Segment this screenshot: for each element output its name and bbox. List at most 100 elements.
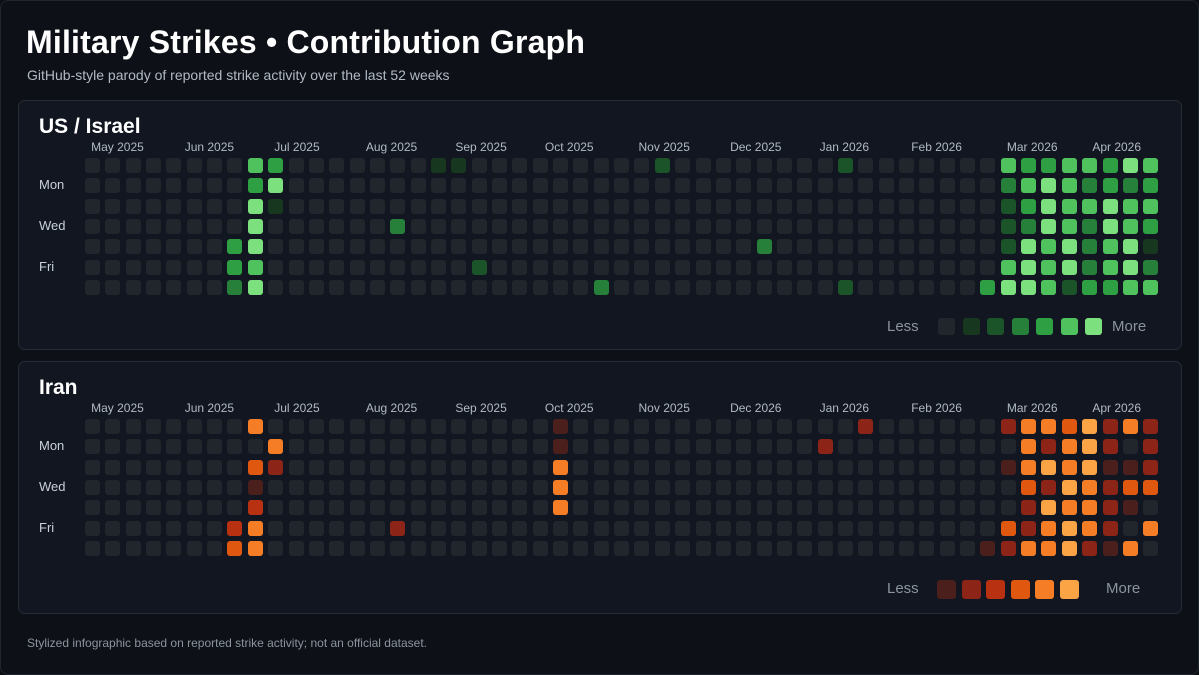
iran-heatmap-cell bbox=[186, 439, 202, 455]
us-israel-heatmap-cell bbox=[308, 178, 324, 194]
us-israel-heatmap-cell bbox=[207, 219, 223, 235]
us-israel-month-label: May 2025 bbox=[91, 140, 144, 154]
us-israel-month-label: Jul 2025 bbox=[274, 140, 320, 154]
iran-heatmap-cell bbox=[329, 480, 345, 496]
iran-heatmap-cell bbox=[573, 541, 589, 557]
us-israel-heatmap-cell bbox=[899, 198, 914, 214]
iran-heatmap-cell bbox=[817, 459, 833, 475]
iran-heatmap-cell bbox=[410, 419, 426, 434]
us-israel-heatmap-cell bbox=[288, 158, 304, 173]
iran-heatmap-cell bbox=[492, 541, 507, 557]
iran-heatmap-cell bbox=[1143, 439, 1159, 455]
iran-heatmap-cell bbox=[1000, 480, 1016, 496]
us-israel-heatmap-cell bbox=[797, 239, 813, 255]
iran-heatmap-cell bbox=[268, 419, 284, 434]
us-israel-heatmap-cell bbox=[105, 178, 121, 194]
us-israel-heatmap-cell bbox=[369, 219, 385, 235]
iran-heatmap-cell bbox=[85, 459, 100, 475]
us-israel-heatmap-cell bbox=[268, 280, 284, 296]
us-israel-heatmap-cell bbox=[85, 219, 100, 235]
us-israel-heatmap-cell bbox=[390, 280, 406, 296]
us-israel-heatmap-cell bbox=[715, 280, 731, 296]
us-israel-heatmap-cell bbox=[878, 198, 894, 214]
us-israel-heatmap-cell bbox=[858, 259, 874, 275]
iran-month-label: Jan 2026 bbox=[819, 401, 870, 415]
us-israel-heatmap-cell bbox=[186, 158, 202, 173]
us-israel-heatmap-cell bbox=[247, 280, 263, 296]
us-israel-heatmap-cell bbox=[1000, 259, 1016, 275]
us-israel-heatmap-cell bbox=[654, 239, 670, 255]
iran-month-label: Mar 2026 bbox=[1006, 401, 1058, 415]
us-israel-heatmap-cell bbox=[207, 178, 223, 194]
iran-heatmap-cell bbox=[1061, 459, 1077, 475]
iran-heatmap-cell bbox=[797, 480, 813, 496]
iran-heatmap-cell bbox=[614, 439, 630, 455]
iran-heatmap-cell bbox=[1102, 500, 1118, 516]
iran-heatmap-cell bbox=[227, 541, 243, 557]
iran-heatmap-cell bbox=[512, 520, 528, 536]
us-israel-heatmap-cell bbox=[451, 280, 467, 296]
us-israel-heatmap-cell bbox=[715, 239, 731, 255]
iran-heatmap-cell bbox=[410, 459, 426, 475]
us-israel-heatmap-cell bbox=[166, 219, 182, 235]
iran-heatmap-cell bbox=[166, 480, 182, 496]
us-israel-heatmap-cell bbox=[675, 178, 691, 194]
us-israel-heatmap-cell bbox=[1102, 198, 1118, 214]
iran-heatmap-cell bbox=[1041, 500, 1057, 516]
us-israel-heatmap-cell bbox=[553, 259, 569, 275]
us-israel-heatmap-cell bbox=[593, 198, 609, 214]
iran-heatmap-cell bbox=[1000, 500, 1016, 516]
us-israel-heatmap-cell bbox=[1021, 198, 1037, 214]
us-israel-legend-swatch bbox=[1011, 318, 1029, 335]
us-israel-heatmap-cell bbox=[166, 198, 182, 214]
iran-heatmap-cell bbox=[1021, 541, 1037, 557]
iran-heatmap-cell bbox=[1143, 520, 1159, 536]
us-israel-heatmap-cell bbox=[797, 280, 813, 296]
iran-heatmap-cell bbox=[1102, 419, 1118, 434]
iran-heatmap-cell bbox=[675, 459, 691, 475]
us-israel-heatmap-cell bbox=[1102, 239, 1118, 255]
us-israel-heatmap-cell bbox=[207, 259, 223, 275]
iran-heatmap-cell bbox=[492, 520, 507, 536]
iran-heatmap-cell bbox=[1082, 520, 1098, 536]
us-israel-heatmap-cell bbox=[1102, 178, 1118, 194]
iran-heatmap-cell bbox=[776, 439, 792, 455]
iran-heatmap-cell bbox=[1122, 541, 1138, 557]
us-israel-heatmap-cell bbox=[980, 158, 996, 173]
iran-heatmap-cell bbox=[186, 500, 202, 516]
iran-heatmap-cell bbox=[1021, 419, 1037, 434]
us-israel-heatmap-cell bbox=[85, 259, 100, 275]
iran-heatmap-cell bbox=[532, 500, 548, 516]
iran-heatmap-cell bbox=[227, 500, 243, 516]
iran-heatmap-cell bbox=[553, 439, 569, 455]
iran-heatmap-cell bbox=[227, 459, 243, 475]
us-israel-heatmap-cell bbox=[532, 280, 548, 296]
iran-heatmap-cell bbox=[308, 419, 324, 434]
us-israel-heatmap-cell bbox=[593, 259, 609, 275]
us-israel-heatmap-cell bbox=[858, 198, 874, 214]
us-israel-heatmap-cell bbox=[553, 178, 569, 194]
us-israel-heatmap-cell bbox=[410, 219, 426, 235]
iran-heatmap-cell bbox=[756, 439, 772, 455]
us-israel-heatmap-cell bbox=[980, 280, 996, 296]
iran-heatmap-cell bbox=[410, 520, 426, 536]
iran-legend-swatch bbox=[961, 580, 981, 599]
us-israel-heatmap-cell bbox=[715, 178, 731, 194]
iran-heatmap-cell bbox=[776, 480, 792, 496]
iran-heatmap-cell bbox=[593, 520, 609, 536]
us-israel-heatmap-cell bbox=[85, 198, 100, 214]
iran-day-label: Wed bbox=[39, 479, 66, 495]
us-israel-heatmap-cell bbox=[492, 178, 507, 194]
us-israel-heatmap-cell bbox=[736, 219, 752, 235]
iran-legend-swatch bbox=[1059, 580, 1079, 599]
us-israel-heatmap-cell bbox=[125, 178, 141, 194]
iran-heatmap-cell bbox=[492, 459, 507, 475]
iran-heatmap-cell bbox=[125, 541, 141, 557]
iran-heatmap-cell bbox=[736, 520, 752, 536]
us-israel-heatmap-cell bbox=[736, 198, 752, 214]
us-israel-heatmap-cell bbox=[329, 178, 345, 194]
iran-heatmap-cell bbox=[410, 541, 426, 557]
us-israel-heatmap-cell bbox=[369, 158, 385, 173]
us-israel-heatmap-cell bbox=[308, 259, 324, 275]
us-israel-heatmap-cell bbox=[1102, 280, 1118, 296]
